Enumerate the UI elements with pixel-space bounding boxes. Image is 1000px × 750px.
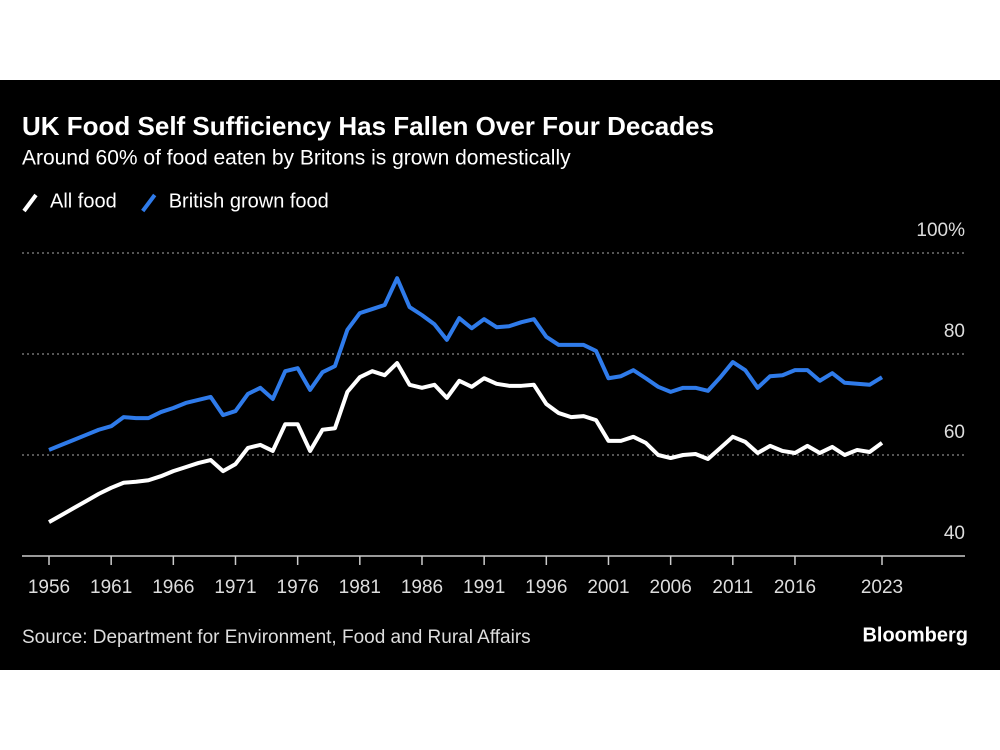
y-tick-label: 40 — [944, 523, 965, 544]
legend-label: All food — [50, 190, 117, 212]
x-tick-label: 1996 — [525, 577, 567, 598]
y-tick-label: 60 — [944, 422, 965, 443]
x-tick-label: 1956 — [28, 577, 70, 598]
x-tick-label: 2016 — [774, 577, 816, 598]
x-tick-label: 2006 — [650, 577, 692, 598]
x-tick-label: 1986 — [401, 577, 443, 598]
series-line — [48, 361, 884, 524]
brand: Bloomberg — [862, 624, 968, 646]
legend-label: British grown food — [169, 190, 329, 212]
legend-swatch — [22, 193, 38, 213]
series-line — [48, 276, 884, 452]
x-tick-label: 2001 — [587, 577, 629, 598]
source: Source: Department for Environment, Food… — [22, 627, 531, 648]
x-tick-label: 1976 — [277, 577, 319, 598]
x-tick-label: 1971 — [214, 577, 256, 598]
chart-title: UK Food Self Sufficiency Has Fallen Over… — [22, 111, 714, 141]
x-tick-label: 2011 — [712, 577, 753, 598]
legend-swatch — [141, 193, 157, 213]
y-tick-label: 100% — [916, 220, 965, 241]
x-tick-label: 1991 — [463, 577, 505, 598]
x-tick-label: 1961 — [90, 577, 132, 598]
x-tick-label: 1966 — [152, 577, 194, 598]
x-tick-label: 1981 — [339, 577, 381, 598]
x-tick-label: 2023 — [861, 577, 903, 598]
chart-subtitle: Around 60% of food eaten by Britons is g… — [22, 147, 571, 170]
y-tick-label: 80 — [944, 321, 965, 342]
